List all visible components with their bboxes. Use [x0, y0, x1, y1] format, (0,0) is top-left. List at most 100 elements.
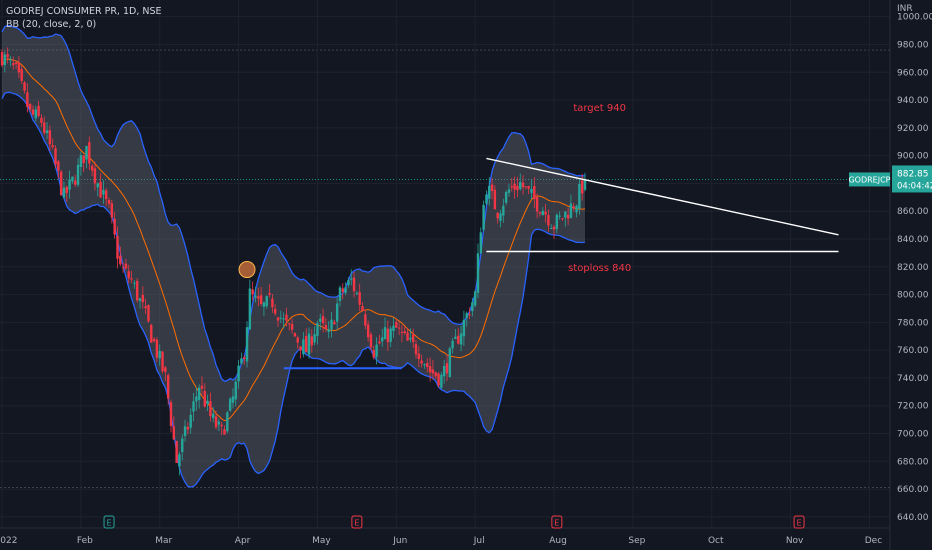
candle-body [105, 190, 108, 200]
candle-body [113, 218, 116, 235]
candle-body [144, 306, 147, 309]
candle-body [175, 440, 178, 463]
candle-body [304, 336, 308, 353]
candle-body [43, 122, 46, 133]
candle-body [341, 288, 344, 292]
candle-body [257, 296, 260, 299]
price-tick-label: 760.00 [897, 346, 929, 356]
time-tick-label: Dec [865, 536, 882, 546]
time-axis[interactable]: 2022 Feb Mar Apr May Jun Jul Aug Sep Oct Nov Dec [0, 527, 890, 546]
candle-body [569, 203, 573, 218]
candle-body [68, 179, 71, 190]
candle-body [350, 278, 353, 280]
price-axis[interactable]: 640.00 660.00 680.00 700.00 720.00 740.00 760.… [889, 0, 932, 550]
candle-body [488, 185, 491, 199]
bollinger-band-area [1, 25, 586, 488]
price-tick-label: 960.00 [897, 68, 929, 78]
candle-body [155, 339, 159, 358]
candle-body [37, 105, 40, 116]
candle-body [9, 59, 12, 61]
candle-body [428, 366, 432, 373]
candle-body [57, 161, 60, 171]
time-tick-label: Aug [549, 536, 567, 546]
time-tick-label: Feb [77, 536, 93, 546]
candle-body [434, 372, 437, 377]
indicator-title[interactable]: BB (20, close, 2, 0) [6, 19, 97, 30]
candle-body [110, 203, 114, 218]
candle-body [161, 351, 164, 372]
candle-body [150, 324, 153, 343]
price-tag-value: 882.85 [897, 169, 929, 179]
candle-body [116, 235, 119, 259]
candle-body [530, 188, 533, 193]
time-tick-label: Jun [392, 536, 407, 546]
candle-body [212, 413, 215, 419]
event-box [103, 515, 115, 529]
candle-body [381, 337, 384, 342]
symbol-title[interactable]: GODREJ CONSUMER PR, 1D, NSE [6, 6, 162, 17]
candle-body [302, 339, 305, 355]
candle-body [504, 192, 508, 203]
last-price-tag: GODREJCP 882.85 04:04:42 [848, 165, 932, 193]
earnings-event-icon: E [551, 515, 563, 529]
time-tick-label: 2022 [0, 536, 17, 546]
candle-body [558, 215, 561, 217]
candle-body [406, 332, 409, 341]
drawings: target 940 stoploss 840 [238, 103, 839, 370]
candle-body [457, 335, 460, 344]
candle-body [572, 206, 575, 209]
candle-body [490, 184, 494, 192]
candle-body [40, 117, 43, 123]
candle-body [20, 68, 23, 81]
candle-body [99, 181, 102, 198]
candle-body [282, 318, 285, 320]
candle-body [288, 323, 291, 325]
candle-body [200, 385, 204, 389]
candle-body [364, 314, 367, 326]
candle-body [262, 302, 266, 307]
event-letter: E [106, 519, 111, 528]
candle-body [440, 374, 443, 388]
candle-body [575, 205, 578, 213]
candle-body [316, 323, 319, 336]
candle-body [273, 308, 277, 314]
bollinger-fill [2, 25, 586, 487]
candle-body [541, 210, 544, 216]
price-tick-label: 840.00 [897, 235, 929, 245]
event-letter: E [554, 519, 559, 528]
candle-body [412, 334, 415, 342]
candle-body [178, 454, 181, 467]
candle-body [366, 324, 370, 338]
candle-body [164, 367, 167, 372]
candle-body [166, 375, 170, 399]
time-tick-label: Jul [473, 536, 485, 546]
candle-body [485, 194, 488, 204]
candle-body [268, 293, 271, 295]
price-tick-label: 740.00 [897, 374, 929, 384]
candle-body [319, 318, 322, 322]
candle-body [471, 302, 474, 312]
symbol-tag-text: GODREJCP [848, 175, 890, 184]
candle-body [535, 197, 539, 212]
candle-body [130, 278, 133, 280]
marker-circle [238, 261, 256, 279]
candle-body [533, 185, 536, 200]
price-tag-bg [892, 165, 932, 193]
candle-body [90, 165, 94, 171]
candle-body [310, 336, 314, 346]
annotation-label: target 940 [573, 103, 626, 114]
candle-body [395, 321, 398, 328]
candle-body [243, 357, 246, 359]
price-tick-label: 900.00 [897, 152, 929, 162]
chart-grid [0, 0, 890, 528]
candle-body [102, 189, 105, 195]
candle-body [400, 332, 404, 334]
candle-body [26, 92, 29, 107]
candle-body [417, 353, 421, 359]
candle-body [552, 226, 556, 230]
candle-body [217, 421, 221, 425]
candle-body [45, 130, 49, 134]
candle-body [468, 314, 471, 316]
candle-body [437, 373, 440, 386]
